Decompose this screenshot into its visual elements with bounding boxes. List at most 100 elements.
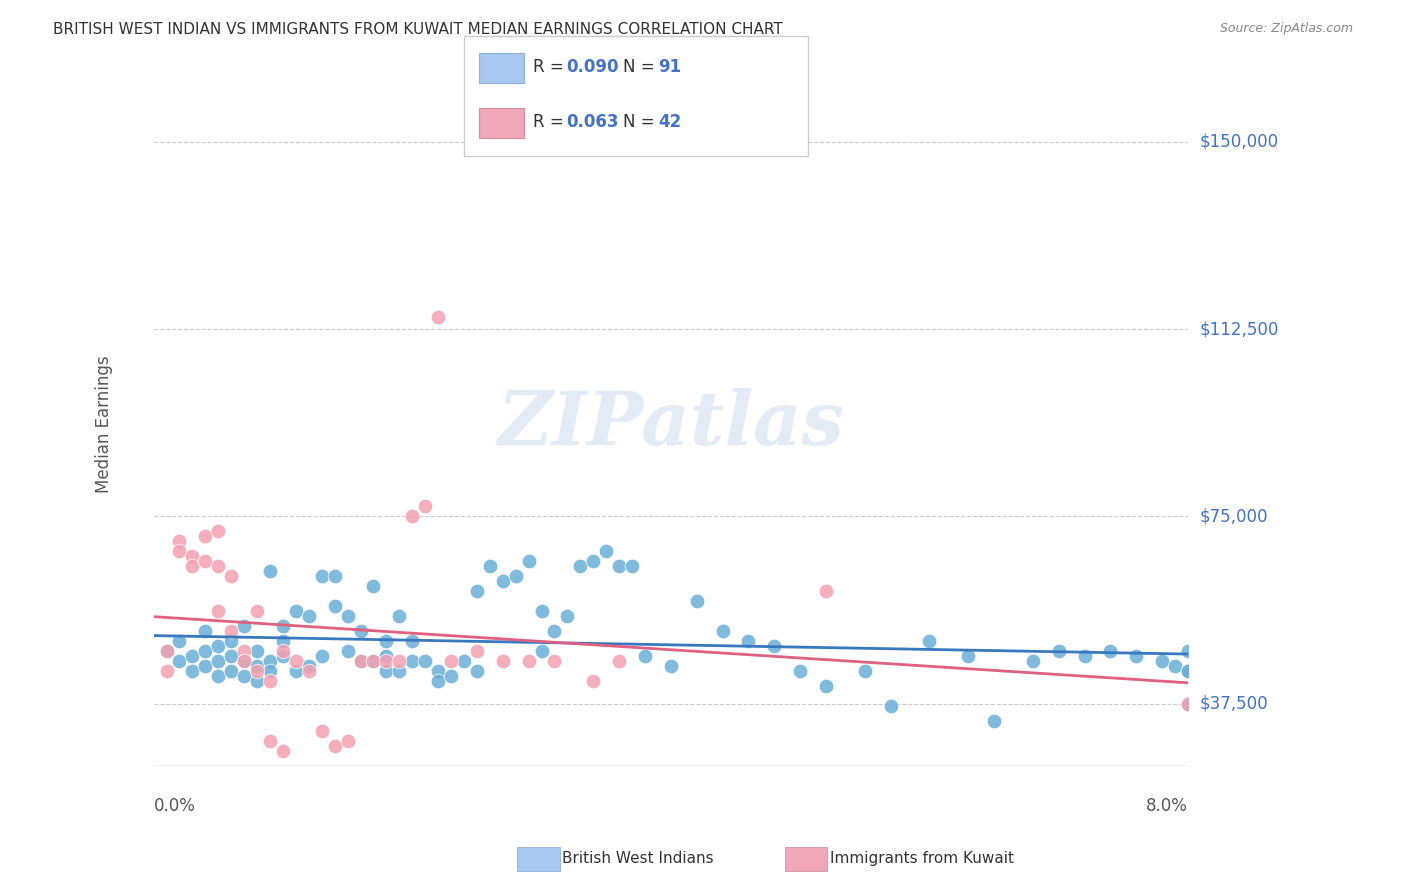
Point	[207, 524, 229, 539]
Point	[194, 529, 217, 543]
Point	[349, 654, 371, 668]
Point	[1099, 644, 1122, 658]
Point	[155, 644, 177, 658]
Text: $75,000: $75,000	[1199, 508, 1268, 525]
Point	[621, 559, 644, 574]
Point	[246, 664, 269, 678]
Text: Immigrants from Kuwait: Immigrants from Kuwait	[830, 852, 1014, 866]
Point	[465, 664, 488, 678]
Point	[363, 654, 385, 668]
Point	[1022, 654, 1045, 668]
Point	[298, 659, 321, 673]
Point	[413, 500, 436, 514]
Point	[246, 659, 269, 673]
Point	[284, 604, 307, 618]
Point	[181, 549, 204, 564]
Point	[918, 634, 941, 648]
Text: R =: R =	[533, 58, 569, 76]
Point	[401, 509, 423, 524]
Point	[686, 594, 709, 608]
Point	[246, 674, 269, 689]
Point	[375, 634, 398, 648]
Point	[413, 654, 436, 668]
Text: Median Earnings: Median Earnings	[96, 355, 112, 492]
Point	[271, 644, 294, 658]
Point	[440, 669, 463, 683]
Point	[363, 579, 385, 593]
Point	[323, 569, 346, 583]
Text: $150,000: $150,000	[1199, 133, 1278, 151]
Point	[169, 654, 191, 668]
Point	[169, 634, 191, 648]
Point	[1047, 644, 1070, 658]
Point	[219, 634, 242, 648]
Point	[814, 584, 837, 599]
Point	[517, 654, 540, 668]
Text: $37,500: $37,500	[1199, 695, 1268, 713]
Point	[311, 649, 333, 664]
Point	[336, 734, 359, 748]
Point	[607, 559, 630, 574]
Point	[169, 544, 191, 558]
Point	[1125, 649, 1147, 664]
Point	[155, 644, 177, 658]
Point	[363, 654, 385, 668]
Point	[233, 619, 256, 633]
Point	[233, 669, 256, 683]
Point	[1177, 664, 1199, 678]
Point	[530, 644, 553, 658]
Text: 42: 42	[658, 113, 682, 131]
Point	[323, 739, 346, 753]
Point	[1177, 664, 1199, 678]
Point	[219, 624, 242, 639]
Point	[311, 724, 333, 739]
Point	[207, 604, 229, 618]
Point	[659, 659, 682, 673]
Point	[284, 654, 307, 668]
Point	[401, 654, 423, 668]
Point	[155, 664, 177, 678]
Point	[569, 559, 592, 574]
Point	[246, 604, 269, 618]
Point	[814, 679, 837, 693]
Point	[349, 624, 371, 639]
Point	[478, 559, 501, 574]
Point	[492, 654, 515, 668]
Point	[582, 554, 605, 568]
Point	[271, 649, 294, 664]
Point	[582, 674, 605, 689]
Point	[505, 569, 527, 583]
Point	[271, 634, 294, 648]
Point	[181, 664, 204, 678]
Point	[711, 624, 734, 639]
Point	[311, 569, 333, 583]
Point	[259, 654, 281, 668]
Point	[233, 654, 256, 668]
Point	[1177, 644, 1199, 658]
Point	[194, 644, 217, 658]
Point	[427, 674, 450, 689]
Point	[219, 649, 242, 664]
Point	[169, 534, 191, 549]
Point	[246, 644, 269, 658]
Point	[336, 644, 359, 658]
Point	[207, 639, 229, 653]
Point	[271, 619, 294, 633]
Text: N =: N =	[623, 113, 659, 131]
Point	[879, 699, 901, 714]
Point	[957, 649, 980, 664]
Point	[388, 664, 411, 678]
Point	[194, 659, 217, 673]
Point	[517, 554, 540, 568]
Point	[983, 714, 1005, 728]
Point	[349, 654, 371, 668]
Point	[1073, 649, 1095, 664]
Point	[336, 609, 359, 624]
Point	[492, 574, 515, 589]
Point	[323, 599, 346, 614]
Point	[219, 664, 242, 678]
Text: BRITISH WEST INDIAN VS IMMIGRANTS FROM KUWAIT MEDIAN EARNINGS CORRELATION CHART: BRITISH WEST INDIAN VS IMMIGRANTS FROM K…	[53, 22, 783, 37]
Point	[375, 664, 398, 678]
Point	[259, 734, 281, 748]
Point	[453, 654, 475, 668]
